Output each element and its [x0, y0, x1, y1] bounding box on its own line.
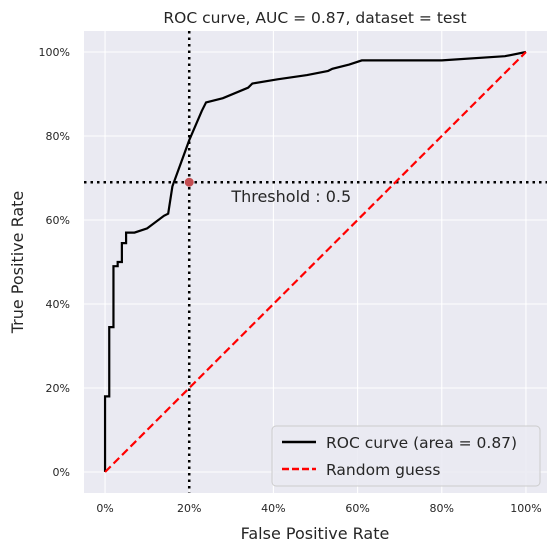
- y-tick-label: 60%: [46, 214, 70, 227]
- threshold-point: [184, 177, 194, 187]
- x-tick-label: 20%: [177, 502, 201, 515]
- y-tick-label: 80%: [46, 130, 70, 143]
- x-tick-label: 80%: [430, 502, 454, 515]
- x-axis-label: False Positive Rate: [241, 524, 390, 543]
- y-tick-label: 0%: [53, 466, 70, 479]
- roc-curve-line: [103, 50, 527, 472]
- y-tick-label: 20%: [46, 382, 70, 395]
- x-tick-label: 60%: [345, 502, 369, 515]
- y-tick-label: 100%: [39, 46, 70, 59]
- y-ticks: 0% 20% 40% 60% 80% 100%: [39, 46, 70, 479]
- legend-label-roc: ROC curve (area = 0.87): [326, 434, 517, 452]
- y-axis-label: True Positive Rate: [8, 191, 27, 335]
- legend-label-random: Random guess: [326, 461, 440, 479]
- x-ticks: 0% 20% 40% 60% 80% 100%: [96, 502, 541, 515]
- legend: ROC curve (area = 0.87) Random guess: [271, 425, 541, 487]
- x-tick-label: 100%: [510, 502, 541, 515]
- threshold-layer: Threshold : 0.5: [184, 177, 351, 206]
- grid: [84, 31, 547, 493]
- chart-title: ROC curve, AUC = 0.87, dataset = test: [163, 9, 466, 27]
- y-tick-label: 40%: [46, 298, 70, 311]
- threshold-label: Threshold : 0.5: [230, 187, 351, 206]
- series-layer: [84, 31, 547, 493]
- plot-area: [84, 31, 547, 493]
- random-guess-line: [104, 51, 527, 473]
- legend-box: [271, 425, 541, 487]
- x-tick-label: 0%: [96, 502, 113, 515]
- x-tick-label: 40%: [261, 502, 285, 515]
